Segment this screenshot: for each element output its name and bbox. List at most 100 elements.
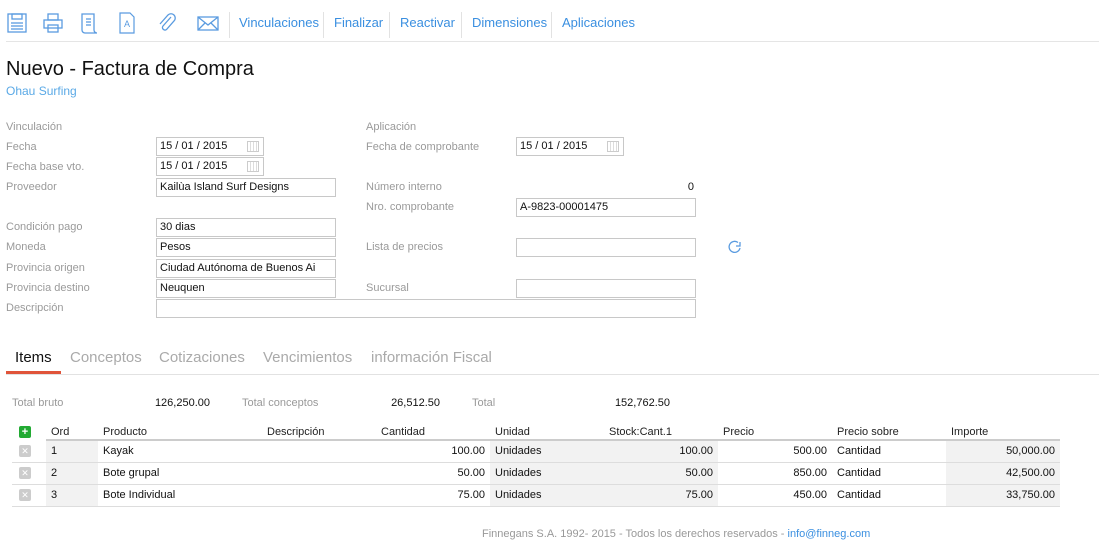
month: 01 [541,140,554,152]
tab-cotizaciones[interactable]: Cotizaciones [159,349,245,366]
calendar-icon[interactable] [247,161,259,172]
numero-interno-value: 0 [687,181,694,193]
cell-importe[interactable]: 50,000.00 [946,440,1060,463]
tab-vencimientos[interactable]: Vencimientos [263,349,353,366]
delete-row-icon[interactable]: ✕ [19,445,31,458]
col-precio-sobre: Precio sobre [832,424,946,441]
condicion-pago-input[interactable]: 30 dias [156,218,336,237]
fecha-base-field[interactable]: 15 / 01 / 2015 [156,157,264,176]
lista-precios-input[interactable] [516,238,696,257]
fecha-comprobante-field[interactable]: 15 / 01 / 2015 [516,137,624,156]
footer-text: Finnegans S.A. 1992- 2015 - Todos los de… [482,528,788,540]
cell-cantidad[interactable]: 100.00 [376,440,490,463]
descripcion-input[interactable] [156,299,696,318]
page-subtitle: Ohau Surfing [6,84,77,98]
cell-producto[interactable]: Kayak [98,440,262,463]
total-value: 152,762.50 [614,397,670,409]
mail-icon[interactable] [197,12,219,34]
cell-precio-sobre[interactable]: Cantidad [832,484,946,507]
cell-ord[interactable]: 3 [46,484,98,507]
cell-stock[interactable]: 50.00 [604,462,718,485]
cell-descripcion[interactable] [262,484,376,507]
fecha-base-label: Fecha base vto. [6,161,85,173]
proveedor-input[interactable]: Kailùa Island Surf Designs [156,178,336,197]
cell-precio-sobre[interactable]: Cantidad [832,440,946,463]
condicion-pago-label: Condición pago [6,221,83,233]
cell-precio-sobre[interactable]: Cantidad [832,462,946,485]
aplicaciones-link[interactable]: Aplicaciones [562,15,635,30]
table-row[interactable]: ✕ 3 Bote Individual 75.00 Unidades 75.00 450.0… [12,484,1060,507]
sucursal-input[interactable] [516,279,696,298]
page-title: Nuevo - Factura de Compra [6,58,254,80]
reactivar-link[interactable]: Reactivar [400,15,455,30]
fecha-comprobante-label: Fecha de comprobante [366,141,480,153]
cell-descripcion[interactable] [262,440,376,463]
cell-ord[interactable]: 1 [46,440,98,463]
total-conceptos-label: Total conceptos [242,397,319,409]
day: 15 [160,160,173,172]
aplicacion-heading: Aplicación [366,121,417,133]
provincia-destino-input[interactable]: Neuquen [156,279,336,298]
cell-producto[interactable]: Bote Individual [98,484,262,507]
cell-descripcion[interactable] [262,462,376,485]
year: 2015 [202,140,228,152]
vinculaciones-link[interactable]: Vinculaciones [239,15,319,30]
attachment-icon[interactable] [156,12,178,34]
scroll-icon[interactable] [78,12,100,34]
vinculacion-heading: Vinculación [6,121,63,133]
table-header: + Ord Producto Descripción Cantidad Unid… [12,424,1060,441]
col-descripcion: Descripción [262,424,376,441]
cell-unidad[interactable]: Unidades [490,462,604,485]
cell-precio[interactable]: 850.00 [718,462,832,485]
toolbar-divider [6,41,1099,42]
tab-conceptos[interactable]: Conceptos [70,349,142,366]
calendar-icon[interactable] [247,141,259,152]
nro-comprobante-input[interactable]: A-9823-00001475 [516,198,696,217]
proveedor-label: Proveedor [6,181,57,193]
col-stock: Stock:Cant.1 [604,424,718,441]
tab-informacion-fiscal[interactable]: información Fiscal [371,349,492,366]
col-precio: Precio [718,424,832,441]
cell-stock[interactable]: 75.00 [604,484,718,507]
table-row[interactable]: ✕ 1 Kayak 100.00 Unidades 100.00 500.00 Cantida… [12,440,1060,463]
cell-importe[interactable]: 33,750.00 [946,484,1060,507]
dimensiones-link[interactable]: Dimensiones [472,15,548,30]
delete-cell: ✕ [12,484,46,507]
cell-cantidad[interactable]: 50.00 [376,462,490,485]
cell-cantidad[interactable]: 75.00 [376,484,490,507]
total-bruto-label: Total bruto [12,397,64,409]
year: 2015 [562,140,588,152]
print-icon[interactable] [42,12,64,34]
descripcion-label: Descripción [6,302,64,314]
cell-ord[interactable]: 2 [46,462,98,485]
finalizar-link[interactable]: Finalizar [334,15,384,30]
nro-comprobante-label: Nro. comprobante [366,201,455,213]
delete-row-icon[interactable]: ✕ [19,489,31,501]
svg-text:A: A [124,19,130,29]
document-icon[interactable]: A [116,12,138,34]
moneda-label: Moneda [6,241,46,253]
cell-unidad[interactable]: Unidades [490,484,604,507]
tab-items[interactable]: Items [15,349,52,366]
cell-precio[interactable]: 500.00 [718,440,832,463]
month: 01 [181,140,194,152]
footer-email-link[interactable]: info@finneg.com [787,528,871,540]
delete-row-icon[interactable]: ✕ [19,467,31,479]
refresh-icon[interactable] [727,239,743,255]
tabs-divider [6,374,1099,375]
footer: Finnegans S.A. 1992- 2015 - Todos los de… [482,528,870,540]
cell-stock[interactable]: 100.00 [604,440,718,463]
cell-importe[interactable]: 42,500.00 [946,462,1060,485]
sucursal-label: Sucursal [366,282,409,294]
cell-precio[interactable]: 450.00 [718,484,832,507]
fecha-field[interactable]: 15 / 01 / 2015 [156,137,264,156]
day: 15 [160,140,173,152]
save-icon[interactable] [6,12,28,34]
table-row[interactable]: ✕ 2 Bote grupal 50.00 Unidades 50.00 850.00 Can… [12,462,1060,485]
cell-unidad[interactable]: Unidades [490,440,604,463]
calendar-icon[interactable] [607,141,619,152]
moneda-input[interactable]: Pesos [156,238,336,257]
provincia-origen-input[interactable]: Ciudad Autónoma de Buenos Ai [156,259,336,278]
add-row-icon[interactable]: + [19,425,31,438]
cell-producto[interactable]: Bote grupal [98,462,262,485]
